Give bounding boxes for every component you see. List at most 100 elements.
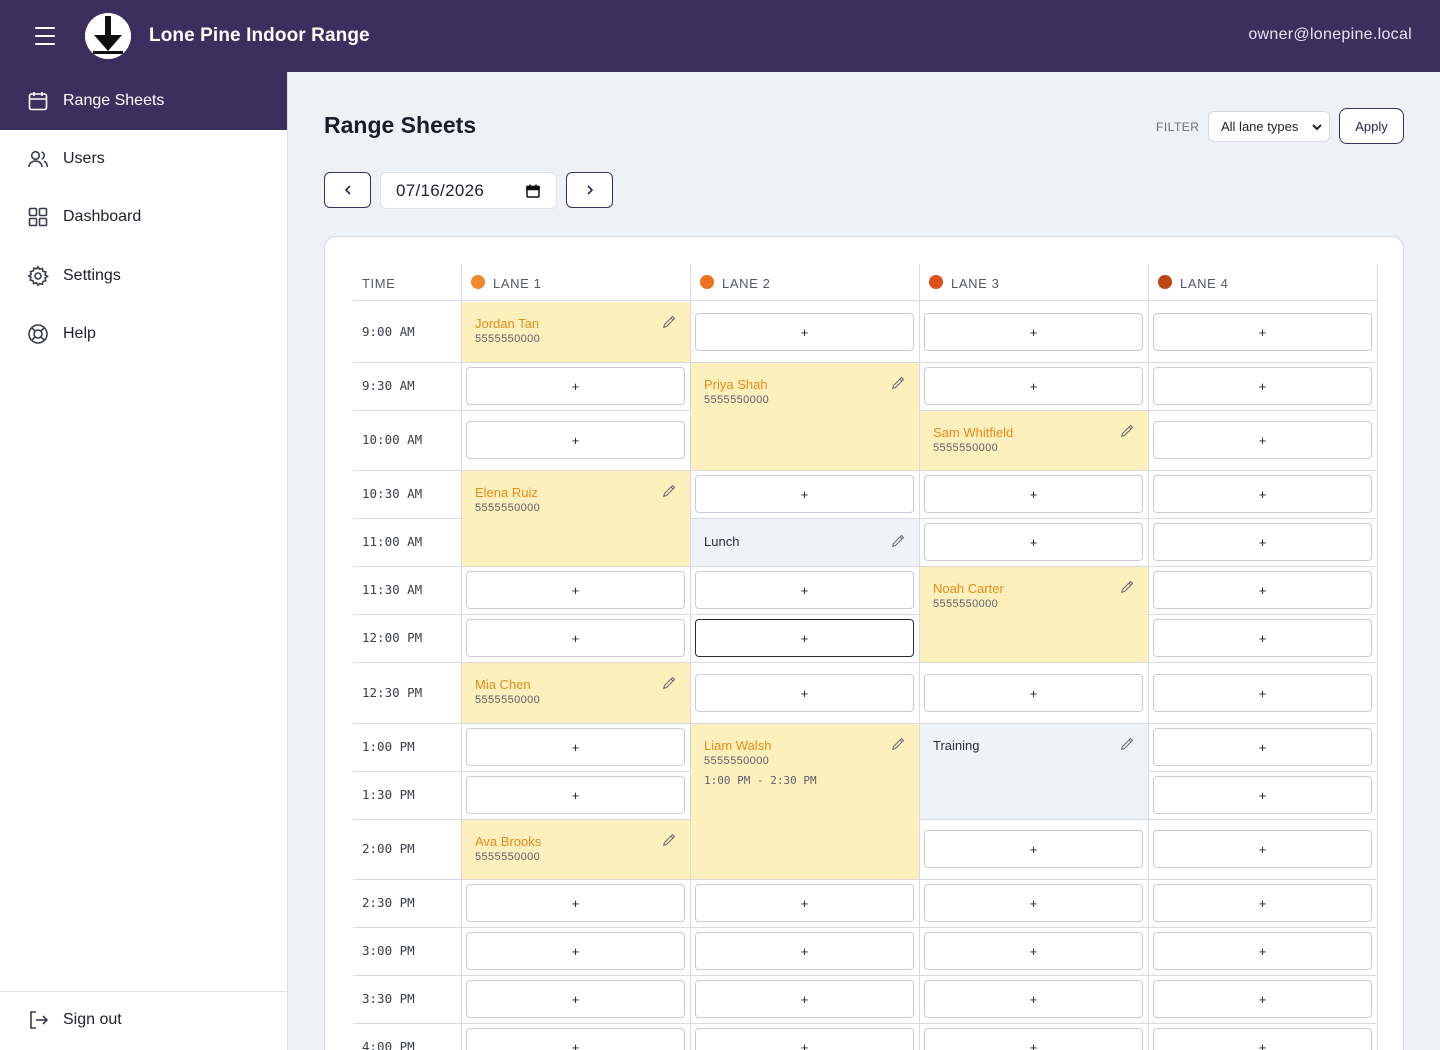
sign-out-icon [30, 1011, 49, 1029]
add-booking-button[interactable]: + [1153, 776, 1372, 814]
add-booking-button[interactable]: + [924, 674, 1143, 712]
booking-card[interactable]: Mia Chen 5555550000 [462, 663, 690, 723]
hamburger-menu-icon[interactable] [35, 27, 55, 45]
add-booking-button[interactable]: + [924, 1028, 1143, 1050]
sign-out-button[interactable]: Sign out [0, 991, 287, 1049]
column-divider [1377, 264, 1378, 1050]
booking-card[interactable]: Jordan Tan 5555550000 [462, 302, 690, 362]
time-slot-label: 10:30 AM [362, 486, 423, 501]
blocked-slot-label: Lunch [704, 534, 740, 549]
add-booking-button[interactable]: + [1153, 475, 1372, 513]
pencil-edit-icon[interactable] [891, 534, 905, 548]
add-booking-button[interactable]: + [1153, 674, 1372, 712]
lane-type-filter-select[interactable]: All lane types [1208, 111, 1330, 142]
add-booking-button[interactable]: + [1153, 619, 1372, 657]
add-booking-button[interactable]: + [466, 619, 685, 657]
add-booking-button[interactable]: + [1153, 932, 1372, 970]
add-booking-button[interactable]: + [924, 830, 1143, 868]
blocked-slot[interactable]: Lunch [691, 519, 919, 566]
add-booking-button[interactable]: + [924, 523, 1143, 561]
add-booking-button[interactable]: + [695, 674, 914, 712]
time-slot-label: 3:00 PM [362, 943, 415, 958]
add-booking-button[interactable]: + [1153, 421, 1372, 459]
pencil-edit-icon[interactable] [662, 315, 676, 329]
add-booking-button[interactable]: + [466, 421, 685, 459]
add-booking-button[interactable]: + [924, 475, 1143, 513]
pencil-edit-icon[interactable] [1120, 737, 1134, 751]
lane-color-dot [471, 275, 485, 289]
calendar-icon[interactable] [526, 184, 540, 198]
add-booking-button[interactable]: + [695, 313, 914, 351]
add-booking-button[interactable]: + [1153, 571, 1372, 609]
add-booking-button[interactable]: + [1153, 523, 1372, 561]
time-slot-label: 1:00 PM [362, 739, 415, 754]
sidebar-item-help[interactable]: Help [0, 305, 287, 363]
add-booking-button[interactable]: + [466, 932, 685, 970]
lane-header: LANE 1 [461, 264, 690, 301]
lane-header-label: LANE 3 [951, 276, 1000, 291]
add-booking-button[interactable]: + [695, 1028, 914, 1050]
add-booking-button[interactable]: + [466, 728, 685, 766]
add-booking-button[interactable]: + [924, 367, 1143, 405]
add-booking-button[interactable]: + [466, 884, 685, 922]
add-booking-button[interactable]: + [466, 980, 685, 1018]
add-booking-button[interactable]: + [1153, 728, 1372, 766]
pencil-edit-icon[interactable] [662, 676, 676, 690]
next-day-button[interactable] [566, 172, 613, 208]
add-booking-button[interactable]: + [1153, 830, 1372, 868]
add-booking-button[interactable]: + [1153, 980, 1372, 1018]
sidebar-item-dashboard[interactable]: Dashboard [0, 188, 287, 246]
booking-phone: 5555550000 [933, 442, 999, 454]
top-bar: Lone Pine Indoor Range owner@lonepine.lo… [0, 0, 1440, 72]
column-divider [1148, 264, 1149, 1050]
pencil-edit-icon[interactable] [662, 833, 676, 847]
booking-card[interactable]: Noah Carter 5555550000 [920, 567, 1148, 662]
apply-filter-button[interactable]: Apply [1339, 108, 1404, 144]
pencil-edit-icon[interactable] [662, 484, 676, 498]
add-booking-button[interactable]: + [695, 571, 914, 609]
add-booking-button[interactable]: + [924, 884, 1143, 922]
sidebar-item-range-sheets[interactable]: Range Sheets [0, 72, 287, 130]
booking-card[interactable]: Ava Brooks 5555550000 [462, 820, 690, 879]
chevron-left-icon [344, 185, 351, 195]
pencil-edit-icon[interactable] [1120, 424, 1134, 438]
add-booking-button[interactable]: + [466, 367, 685, 405]
add-booking-button[interactable]: + [1153, 367, 1372, 405]
booking-card[interactable]: Priya Shah 5555550000 [691, 363, 919, 470]
sidebar-item-label: Dashboard [63, 208, 142, 225]
date-picker-input[interactable]: 07/16/2026 [380, 172, 557, 209]
add-booking-button[interactable]: + [695, 884, 914, 922]
add-booking-button[interactable]: + [695, 932, 914, 970]
booking-card[interactable]: Elena Ruiz 5555550000 [462, 471, 690, 566]
booking-card[interactable]: Sam Whitfield 5555550000 [920, 411, 1148, 470]
chevron-down-icon [1312, 124, 1322, 131]
add-booking-button[interactable]: + [1153, 313, 1372, 351]
previous-day-button[interactable] [324, 172, 371, 208]
sidebar-item-settings[interactable]: Settings [0, 247, 287, 305]
booking-customer-name: Mia Chen [475, 677, 531, 692]
blocked-slot[interactable]: Training [920, 724, 1148, 819]
add-booking-button[interactable]: + [924, 980, 1143, 1018]
pencil-edit-icon[interactable] [1120, 580, 1134, 594]
add-booking-button[interactable]: + [466, 1028, 685, 1050]
add-booking-button[interactable]: + [695, 475, 914, 513]
add-booking-button[interactable]: + [466, 776, 685, 814]
row-divider [353, 566, 1376, 567]
lane-header: LANE 2 [690, 264, 919, 301]
row-divider [353, 723, 1376, 724]
booking-card[interactable]: Liam Walsh 5555550000 1:00 PM - 2:30 PM [691, 724, 919, 879]
add-booking-button[interactable]: + [924, 932, 1143, 970]
add-booking-button[interactable]: + [924, 313, 1143, 351]
add-booking-button[interactable]: + [1153, 884, 1372, 922]
sidebar-item-users[interactable]: Users [0, 130, 287, 188]
add-booking-button[interactable]: + [695, 980, 914, 1018]
user-email[interactable]: owner@lonepine.local [1248, 26, 1412, 43]
booking-phone: 5555550000 [704, 755, 770, 767]
add-booking-button[interactable]: + [466, 571, 685, 609]
lane-header: LANE 4 [1148, 264, 1377, 301]
pencil-edit-icon[interactable] [891, 737, 905, 751]
add-booking-button[interactable]: + [1153, 1028, 1372, 1050]
row-divider [353, 975, 1376, 976]
pencil-edit-icon[interactable] [891, 376, 905, 390]
add-booking-button[interactable]: + [695, 619, 914, 657]
